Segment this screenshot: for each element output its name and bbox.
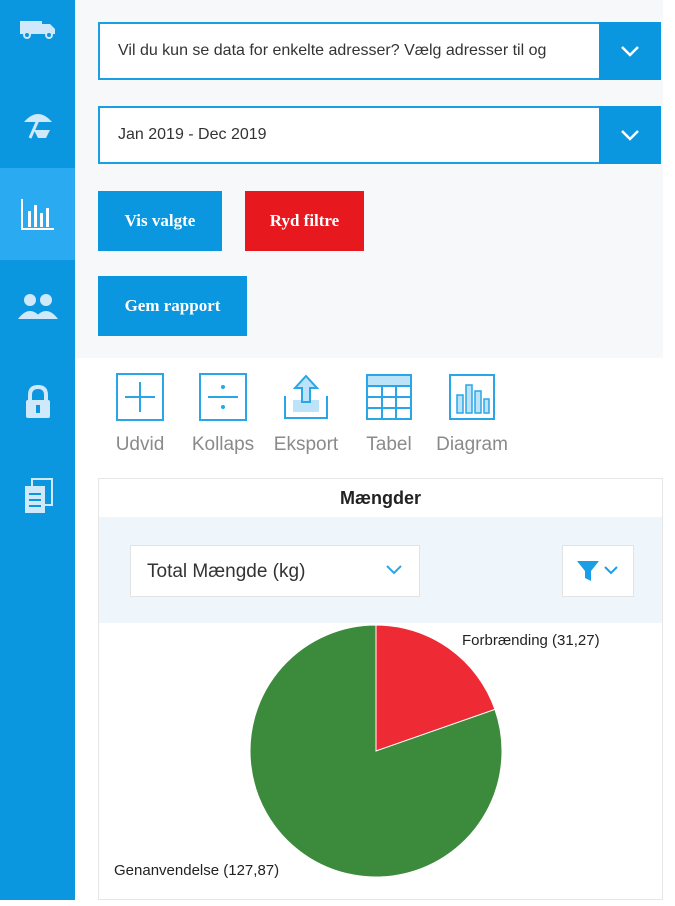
address-select-placeholder: Vil du kun se data for enkelte adresser?… — [118, 42, 547, 59]
expand-tool[interactable]: Udvid — [99, 370, 181, 456]
chart-filter-button[interactable] — [562, 545, 634, 597]
main-content: Vil du kun se data for enkelte adresser?… — [75, 0, 675, 900]
table-icon — [366, 374, 412, 420]
sidebar-item-users[interactable] — [0, 262, 75, 350]
sidebar-item-vacation[interactable] — [0, 80, 75, 168]
documents-icon — [24, 478, 53, 513]
pie-label-1: Genanvendelse (127,87) — [114, 862, 279, 879]
diagram-tool[interactable]: Diagram — [431, 370, 513, 456]
chart-card: Mængder Total Mængde (kg) Forbrænding (3… — [98, 478, 663, 900]
chevron-down-icon — [621, 130, 639, 141]
chart-toolbar: Total Mængde (kg) — [99, 517, 662, 623]
truck-icon — [19, 20, 55, 39]
table-tool[interactable]: Tabel — [348, 370, 430, 456]
metric-select-value: Total Mængde (kg) — [147, 561, 306, 582]
pie-chart: Forbrænding (31,27) Genanvendelse (127,87… — [114, 624, 600, 879]
date-range-select[interactable]: Jan 2019 - Dec 2019 — [98, 106, 661, 164]
save-report-button[interactable]: Gem rapport — [98, 276, 247, 336]
chevron-down-icon — [621, 46, 639, 57]
date-range-toggle[interactable] — [599, 106, 661, 164]
lock-icon — [25, 385, 50, 418]
clear-filters-button[interactable]: Ryd filtre — [245, 191, 364, 251]
pie-slice-1[interactable] — [249, 624, 503, 878]
sidebar-item-trucks[interactable] — [0, 0, 75, 55]
address-select[interactable]: Vil du kun se data for enkelte adresser?… — [98, 22, 661, 80]
metric-select[interactable]: Total Mængde (kg) — [130, 545, 420, 597]
bar-chart-icon — [20, 199, 54, 230]
sidebar-item-documents[interactable] — [0, 452, 75, 540]
divide-icon — [199, 373, 247, 421]
show-selected-button[interactable]: Vis valgte — [98, 191, 222, 251]
date-range-value: Jan 2019 - Dec 2019 — [118, 126, 267, 143]
diagram-icon — [449, 374, 495, 420]
beach-umbrella-icon — [23, 114, 52, 139]
expand-tool-label: Udvid — [115, 434, 165, 455]
collapse-tool[interactable]: Kollaps — [182, 370, 264, 456]
sidebar-item-security[interactable] — [0, 358, 75, 446]
sidebar — [0, 0, 75, 900]
users-icon — [17, 294, 58, 319]
filter-panel: Vil du kun se data for enkelte adresser?… — [75, 0, 663, 358]
pie-chart-area: Forbrænding (31,27) Genanvendelse (127,87… — [99, 623, 662, 901]
export-tool-label: Eksport — [273, 434, 339, 455]
pie-label-0: Forbrænding (31,27) — [462, 632, 600, 649]
chevron-down-icon — [386, 565, 402, 575]
table-tool-label: Tabel — [366, 434, 412, 455]
export-icon — [284, 374, 328, 419]
filter-icon — [577, 561, 618, 581]
plus-icon — [116, 373, 164, 421]
export-tool[interactable]: Eksport — [265, 370, 347, 456]
collapse-tool-label: Kollaps — [191, 434, 255, 455]
sidebar-item-statistics[interactable] — [0, 168, 75, 260]
chart-card-title: Mængder — [340, 488, 421, 508]
diagram-tool-label: Diagram — [436, 434, 508, 455]
address-select-toggle[interactable] — [599, 22, 661, 80]
